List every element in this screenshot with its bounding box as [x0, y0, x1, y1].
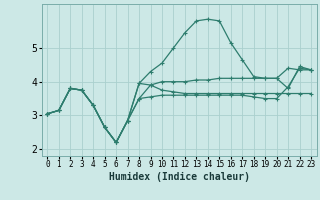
X-axis label: Humidex (Indice chaleur): Humidex (Indice chaleur): [109, 172, 250, 182]
